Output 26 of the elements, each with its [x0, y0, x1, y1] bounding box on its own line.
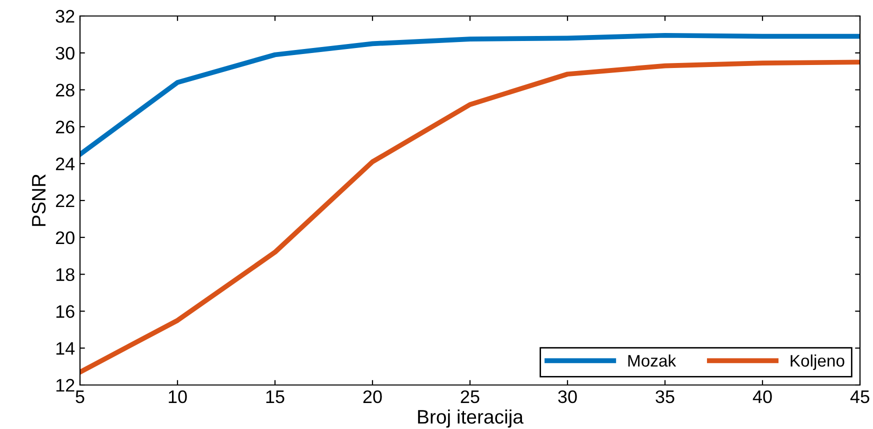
y-tick-label: 26	[56, 120, 74, 134]
y-tick-label: 32	[56, 10, 74, 23]
x-tick-label: 15	[266, 390, 284, 404]
y-tick-label: 24	[56, 158, 75, 170]
y-tick-label: 16	[56, 305, 74, 318]
y-tick-label: 18	[56, 268, 74, 282]
y-axis-title: PSNR	[32, 174, 46, 226]
y-tick-label: 14	[56, 342, 75, 355]
x-tick-label: 40	[752, 390, 772, 404]
x-tick-label: 20	[363, 390, 382, 404]
x-tick-label: 5	[76, 390, 84, 404]
x-tick-label: 45	[850, 390, 870, 404]
x-tick-label: 10	[168, 390, 187, 404]
y-tick-label: 22	[56, 194, 74, 208]
y-tick-label: 12	[56, 378, 74, 392]
x-tick-label: 35	[656, 390, 674, 404]
y-tick-label: 30	[56, 46, 74, 60]
y-tick-label: 20	[56, 231, 74, 244]
x-axis-title: Broj iteracija	[418, 409, 524, 428]
y-tick-label: 28	[56, 84, 74, 97]
x-tick-label: 30	[558, 390, 577, 404]
x-tick-label: 25	[460, 390, 480, 404]
legend-label: Koljeno	[790, 354, 844, 370]
line-series	[80, 60, 860, 375]
legend-label: Mozak	[628, 354, 676, 367]
line-series	[80, 32, 860, 157]
